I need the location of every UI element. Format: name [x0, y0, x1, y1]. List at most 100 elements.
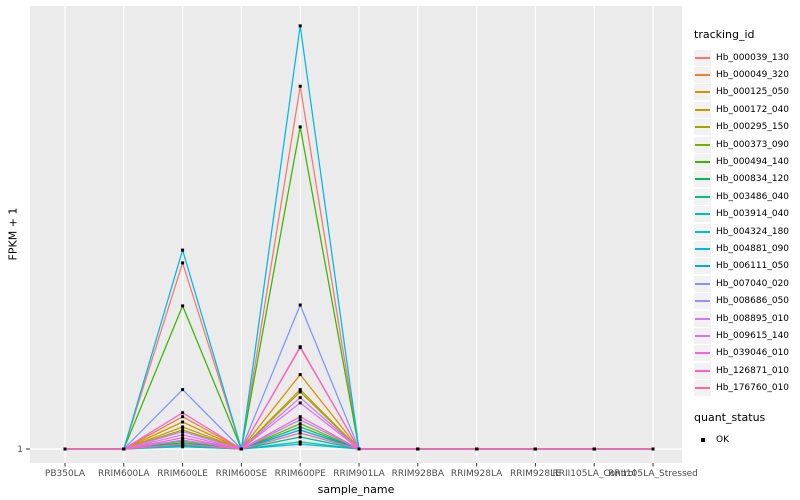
- x-tick-label: RRIM928BA: [392, 469, 445, 479]
- legend-key-line-icon: [694, 275, 711, 292]
- data-point-marker: [298, 428, 302, 432]
- data-point-marker: [298, 303, 302, 307]
- legend-key-line-icon: [694, 310, 711, 327]
- x-tick-label: RRIM600SE: [216, 469, 268, 479]
- quant-legend-item: OK: [694, 432, 798, 449]
- legend-key-line-icon: [694, 188, 711, 205]
- data-point-marker: [181, 433, 185, 437]
- data-point-marker: [298, 431, 302, 435]
- x-tick-label: RRIM901LA: [333, 469, 385, 479]
- legend-key-line-icon: [694, 258, 711, 275]
- data-point-marker: [298, 435, 302, 439]
- legend-item-label: Hb_004324_180: [716, 226, 790, 237]
- data-point-marker: [298, 415, 302, 419]
- legend-item: Hb_000295_150: [694, 119, 798, 136]
- data-point-marker: [63, 447, 67, 451]
- legend-title-tracking-id: tracking_id: [694, 28, 755, 41]
- y-axis-title: FPKM + 1: [6, 207, 20, 261]
- data-point-marker: [181, 248, 185, 252]
- legend-item-label: Hb_006111_050: [716, 261, 790, 272]
- x-axis-title: sample_name: [317, 483, 395, 496]
- data-point-marker: [298, 84, 302, 88]
- data-point-marker: [298, 422, 302, 426]
- legend-key-line-icon: [694, 380, 711, 397]
- legend-item-label: Hb_176760_010: [716, 383, 790, 394]
- data-point-marker: [651, 447, 655, 451]
- legend-key-line-icon: [694, 240, 711, 257]
- legend-item-label: Hb_000172_040: [716, 104, 790, 115]
- data-point-marker: [298, 345, 302, 349]
- legend-item: Hb_039046_010: [694, 345, 798, 362]
- legend-key-line-icon: [694, 67, 711, 84]
- data-point-marker: [298, 24, 302, 28]
- data-point-marker: [298, 125, 302, 129]
- legend-item-label: Hb_039046_010: [716, 348, 790, 359]
- legend-item: Hb_000039_130: [694, 49, 798, 66]
- legend-item-label: Hb_004881_090: [716, 243, 790, 254]
- legend-item: Hb_000834_120: [694, 171, 798, 188]
- data-point-marker: [181, 428, 185, 432]
- legend-item-label: Hb_009615_140: [716, 330, 790, 341]
- square-point-icon: [700, 438, 705, 443]
- y-tick-label: 1: [17, 445, 23, 455]
- data-point-marker: [298, 425, 302, 429]
- legend-item: Hb_006111_050: [694, 258, 798, 275]
- legend-item-label: Hb_000373_090: [716, 139, 790, 150]
- legend-item: Hb_000494_140: [694, 153, 798, 171]
- data-point-marker: [181, 438, 185, 442]
- legend-item: Hb_003914_040: [694, 206, 798, 223]
- data-point-marker: [181, 415, 185, 419]
- legend-item: Hb_004881_090: [694, 240, 798, 257]
- data-point-marker: [181, 420, 185, 424]
- legend-key-line-icon: [694, 154, 711, 171]
- data-point-marker: [181, 445, 185, 449]
- data-point-marker: [298, 440, 302, 444]
- legend-item-label: Hb_007040_020: [716, 278, 790, 289]
- legend-key-line-icon: [694, 327, 711, 344]
- legend-item: Hb_126871_010: [694, 362, 798, 379]
- data-point-marker: [181, 425, 185, 429]
- data-point-marker: [239, 447, 243, 451]
- legend-item: Hb_176760_010: [694, 379, 798, 397]
- quant-ok-label: OK: [716, 435, 729, 446]
- data-point-marker: [592, 447, 596, 451]
- data-point-marker: [357, 447, 361, 451]
- x-tick-label: RRIM600LE: [157, 469, 208, 479]
- legend-item-label: Hb_000125_050: [716, 87, 790, 98]
- legend-item-label: Hb_008686_050: [716, 296, 790, 307]
- data-point-marker: [298, 388, 302, 392]
- data-point-marker: [181, 411, 185, 415]
- legend-key-line-icon: [694, 49, 711, 66]
- data-point-marker: [181, 304, 185, 308]
- data-point-marker: [181, 261, 185, 265]
- legend-items: Hb_000039_130 Hb_000049_320 Hb_000125_050 H…: [694, 49, 798, 397]
- chart-panel: [30, 6, 682, 463]
- legend-key-line-icon: [694, 136, 711, 153]
- quant-ok-marker: [694, 432, 711, 449]
- legend-key-line-icon: [694, 84, 711, 101]
- legend-item-label: Hb_000494_140: [716, 157, 790, 168]
- data-point-marker: [181, 442, 185, 446]
- data-point-marker: [416, 447, 420, 451]
- legend-key-line-icon: [694, 362, 711, 379]
- data-point-marker: [181, 436, 185, 440]
- x-tick-label: RRIM928LA: [451, 469, 503, 479]
- legend-item-label: Hb_008895_010: [716, 313, 790, 324]
- legend-item: Hb_004324_180: [694, 223, 798, 240]
- legend-key-line-icon: [694, 101, 711, 118]
- data-point-marker: [298, 390, 302, 394]
- legend-item-label: Hb_000295_150: [716, 122, 790, 133]
- legend-item: Hb_000049_320: [694, 66, 798, 84]
- legend: tracking_id Hb_000039_130 Hb_000049_320 Hb…: [694, 28, 798, 449]
- data-point-marker: [181, 388, 185, 392]
- legend-key-line-icon: [694, 206, 711, 223]
- data-point-marker: [122, 447, 126, 451]
- data-point-marker: [298, 442, 302, 446]
- x-tick-label: RRIM928LE: [510, 469, 561, 479]
- legend-key-line-icon: [694, 293, 711, 310]
- legend-item-label: Hb_000039_130: [716, 52, 790, 63]
- legend-item: Hb_008686_050: [694, 292, 798, 310]
- data-point-marker: [533, 447, 537, 451]
